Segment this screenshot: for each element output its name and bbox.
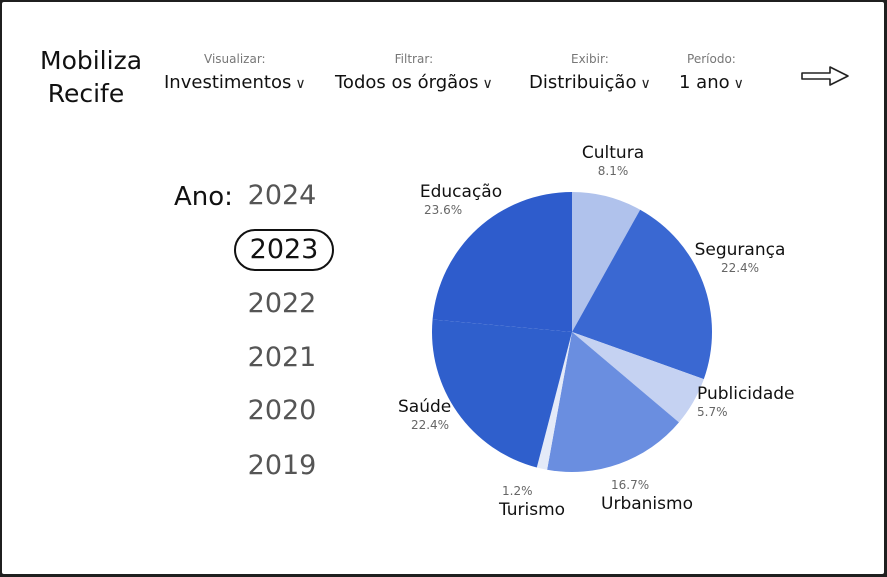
slice-label-turismo: 1.2% Turismo <box>494 484 570 520</box>
filter-filtrar-label: Filtrar: <box>394 52 434 66</box>
year-option[interactable]: 2024 <box>247 180 317 211</box>
filter-periodo-value: 1 ano <box>679 72 730 93</box>
pie-slice-saude[interactable] <box>432 319 572 468</box>
investment-pie-chart <box>432 192 712 472</box>
filter-visualizar-dropdown[interactable]: Investimentos ∨ <box>164 72 306 93</box>
slice-percent: 16.7% <box>611 478 650 492</box>
slice-percent: 23.6% <box>424 203 463 217</box>
slice-percent: 1.2% <box>502 484 533 498</box>
year-option[interactable]: 2021 <box>247 342 317 373</box>
filter-visualizar-value: Investimentos <box>164 72 292 93</box>
chevron-down-icon: ∨ <box>733 76 744 92</box>
slice-name: Urbanismo <box>601 494 693 514</box>
filter-visualizar-label: Visualizar: <box>204 52 266 66</box>
slice-percent: 8.1% <box>597 164 629 178</box>
filter-filtrar-value: Todos os órgãos <box>335 72 479 93</box>
app-title-line1: Mobiliza <box>40 46 143 75</box>
slice-percent: 5.7% <box>697 405 728 419</box>
slice-label-publicidade: Publicidade 5.7% <box>697 384 795 419</box>
year-option[interactable]: 2020 <box>247 395 317 426</box>
slice-name: Turismo <box>498 500 566 520</box>
filter-exibir-value: Distribuição <box>529 72 637 93</box>
app-logo: Mobiliza Recife <box>40 44 142 110</box>
year-option-selected[interactable]: 2023 <box>234 229 334 271</box>
chevron-down-icon: ∨ <box>295 76 306 92</box>
slice-name: Educação <box>419 182 503 202</box>
slice-percent: 22.4% <box>410 418 450 432</box>
filter-filtrar: Filtrar: Todos os órgãos ∨ <box>335 52 493 93</box>
slice-label-saude: Saúde 22.4% <box>392 397 468 432</box>
pie-slice-cultura[interactable] <box>572 192 641 332</box>
slice-name: Saúde <box>398 397 452 417</box>
filter-exibir-dropdown[interactable]: Distribuição ∨ <box>529 72 651 93</box>
slice-label-seguranca: Segurança 22.4% <box>690 240 790 275</box>
year-selector-label: Ano: <box>174 182 233 212</box>
filter-periodo: Período: 1 ano ∨ <box>679 52 744 93</box>
pie-slice-educacao[interactable] <box>432 192 572 332</box>
year-option[interactable]: 2022 <box>247 288 317 319</box>
chevron-down-icon: ∨ <box>640 76 651 92</box>
pie-slice-seguranca[interactable] <box>572 209 712 380</box>
slice-label-urbanismo: 16.7% Urbanismo <box>597 478 697 514</box>
app-title-line2: Recife <box>47 79 125 108</box>
filter-visualizar: Visualizar: Investimentos ∨ <box>164 52 306 93</box>
slice-name: Segurança <box>694 240 786 260</box>
year-option[interactable]: 2019 <box>247 450 317 481</box>
slice-label-cultura: Cultura 8.1% <box>572 143 654 178</box>
slice-label-educacao: Educação 23.6% <box>418 182 504 217</box>
filter-exibir-label: Exibir: <box>571 52 609 66</box>
slice-name: Cultura <box>581 143 645 163</box>
filter-periodo-label: Período: <box>687 52 736 66</box>
pie-slice-turismo[interactable] <box>536 332 572 470</box>
filter-exibir: Exibir: Distribuição ∨ <box>529 52 651 93</box>
filter-periodo-dropdown[interactable]: 1 ano ∨ <box>679 72 744 93</box>
filter-filtrar-dropdown[interactable]: Todos os órgãos ∨ <box>335 72 493 93</box>
slice-name: Publicidade <box>697 384 795 404</box>
pie-slice-urbanismo[interactable] <box>547 332 679 472</box>
pie-slice-publicidade[interactable] <box>572 332 704 423</box>
slice-percent: 22.4% <box>720 261 760 275</box>
arrow-right-icon[interactable] <box>800 64 852 88</box>
chevron-down-icon: ∨ <box>482 76 493 92</box>
